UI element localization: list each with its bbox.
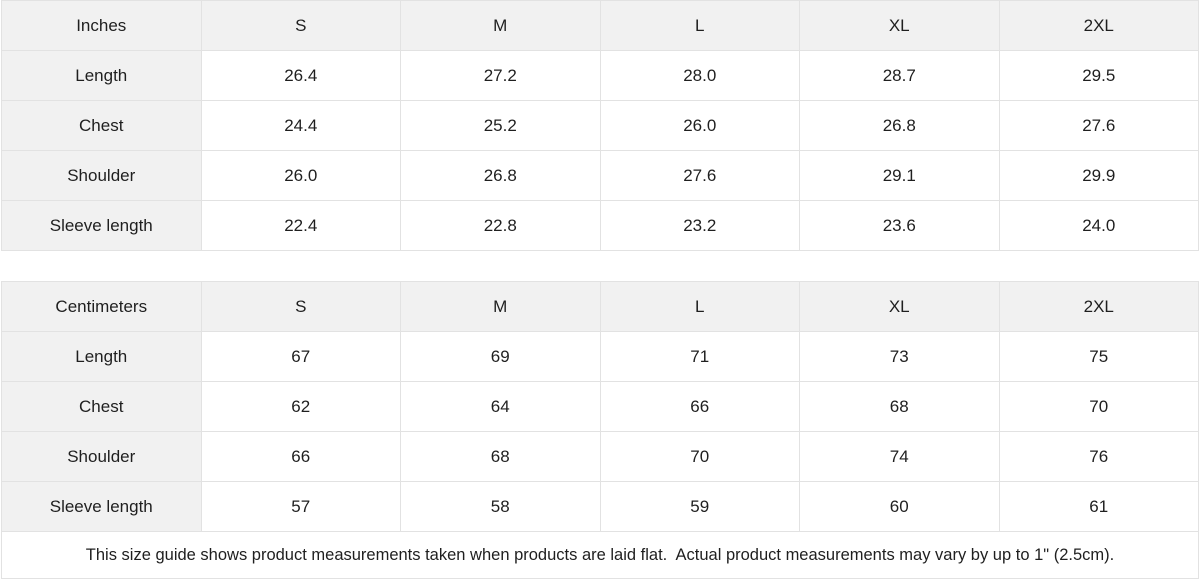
measurement-value: 66: [200, 431, 401, 482]
measurement-value: 70: [599, 431, 800, 482]
measurement-value: 27.2: [400, 50, 601, 101]
measurement-label: Sleeve length: [1, 200, 202, 251]
measurement-value: 74: [799, 431, 1000, 482]
measurement-value: 60: [799, 481, 1000, 532]
measurement-value: 22.4: [200, 200, 401, 251]
size-guide-note: This size guide shows product measuremen…: [1, 532, 1199, 579]
measurement-value: 23.6: [799, 200, 1000, 251]
table-row: Shoulder 26.0 26.8 27.6 29.1 29.9: [1, 150, 1199, 201]
measurement-value: 75: [998, 331, 1199, 382]
size-header-m: M: [400, 281, 601, 332]
measurement-value: 70: [998, 381, 1199, 432]
size-header-2xl: 2XL: [998, 281, 1199, 332]
measurement-value: 26.0: [599, 100, 800, 151]
centimeters-table: Centimeters S M L XL 2XL Length 67 69 71…: [1, 281, 1199, 532]
measurement-value: 29.1: [799, 150, 1000, 201]
measurement-value: 71: [599, 331, 800, 382]
measurement-value: 23.2: [599, 200, 800, 251]
size-header-xl: XL: [799, 0, 1000, 51]
inches-table: Inches S M L XL 2XL Length 26.4 27.2 28.…: [1, 0, 1199, 251]
table-row: Sleeve length 22.4 22.8 23.2 23.6 24.0: [1, 200, 1199, 251]
size-header-m: M: [400, 0, 601, 51]
measurement-label: Length: [1, 50, 202, 101]
size-header-l: L: [599, 281, 800, 332]
table-row: Shoulder 66 68 70 74 76: [1, 431, 1199, 482]
inches-unit-header: Inches: [1, 0, 202, 51]
measurement-value: 68: [799, 381, 1000, 432]
measurement-value: 24.4: [200, 100, 401, 151]
size-header-s: S: [200, 281, 401, 332]
measurement-value: 27.6: [599, 150, 800, 201]
size-header-s: S: [200, 0, 401, 51]
centimeters-header-row: Centimeters S M L XL 2XL: [1, 281, 1199, 332]
inches-header-row: Inches S M L XL 2XL: [1, 0, 1199, 51]
measurement-value: 25.2: [400, 100, 601, 151]
size-header-l: L: [599, 0, 800, 51]
measurement-value: 29.5: [998, 50, 1199, 101]
measurement-label: Shoulder: [1, 431, 202, 482]
measurement-value: 61: [998, 481, 1199, 532]
measurement-value: 59: [599, 481, 800, 532]
measurement-value: 58: [400, 481, 601, 532]
table-row: Chest 24.4 25.2 26.0 26.8 27.6: [1, 100, 1199, 151]
measurement-value: 28.0: [599, 50, 800, 101]
measurement-value: 62: [200, 381, 401, 432]
measurement-value: 26.4: [200, 50, 401, 101]
measurement-label: Chest: [1, 381, 202, 432]
table-row: Length 67 69 71 73 75: [1, 331, 1199, 382]
measurement-value: 29.9: [998, 150, 1199, 201]
measurement-value: 64: [400, 381, 601, 432]
measurement-value: 26.8: [400, 150, 601, 201]
measurement-value: 68: [400, 431, 601, 482]
measurement-label: Chest: [1, 100, 202, 151]
measurement-value: 66: [599, 381, 800, 432]
measurement-value: 67: [200, 331, 401, 382]
measurement-value: 26.8: [799, 100, 1000, 151]
measurement-value: 27.6: [998, 100, 1199, 151]
centimeters-unit-header: Centimeters: [1, 281, 202, 332]
measurement-value: 57: [200, 481, 401, 532]
table-row: Length 26.4 27.2 28.0 28.7 29.5: [1, 50, 1199, 101]
measurement-value: 22.8: [400, 200, 601, 251]
measurement-value: 28.7: [799, 50, 1000, 101]
measurement-label: Length: [1, 331, 202, 382]
measurement-label: Shoulder: [1, 150, 202, 201]
measurement-value: 73: [799, 331, 1000, 382]
table-row: Chest 62 64 66 68 70: [1, 381, 1199, 432]
measurement-value: 76: [998, 431, 1199, 482]
measurement-value: 24.0: [998, 200, 1199, 251]
measurement-value: 69: [400, 331, 601, 382]
size-header-xl: XL: [799, 281, 1000, 332]
measurement-label: Sleeve length: [1, 481, 202, 532]
table-row: Sleeve length 57 58 59 60 61: [1, 481, 1199, 532]
measurement-value: 26.0: [200, 150, 401, 201]
table-gap: [0, 251, 1200, 281]
size-header-2xl: 2XL: [998, 0, 1199, 51]
